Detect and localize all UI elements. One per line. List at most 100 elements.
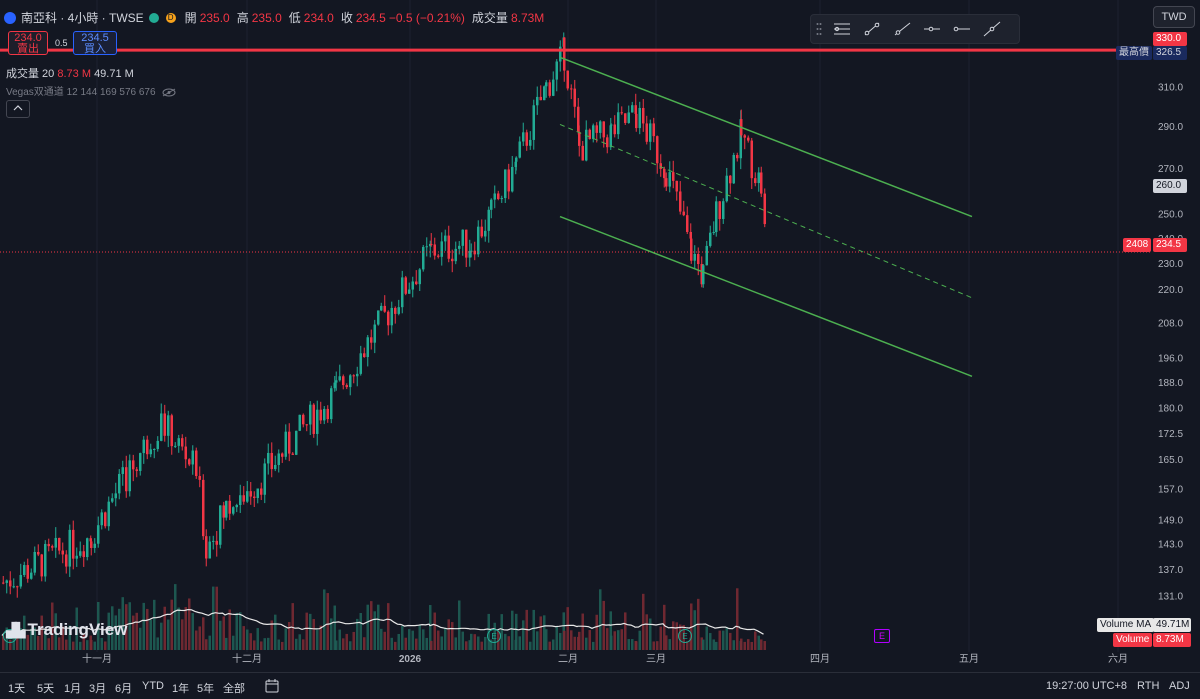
volume-bar <box>543 615 546 650</box>
volume-bars <box>1 584 766 650</box>
volume-bar <box>566 607 569 650</box>
volume-bar <box>659 626 662 650</box>
candle <box>342 376 345 386</box>
volume-bar <box>649 618 652 650</box>
candle <box>718 201 721 219</box>
candle <box>330 388 333 420</box>
candle <box>548 82 551 96</box>
date-range-icon[interactable] <box>264 678 280 694</box>
candle <box>170 415 173 447</box>
event-marker-earnings[interactable]: E <box>487 629 501 643</box>
range-ytd[interactable]: YTD <box>142 680 164 692</box>
volume-ma-value-tag: 49.71M <box>1153 618 1191 632</box>
candle <box>652 123 655 137</box>
currency-button[interactable]: TWD <box>1153 6 1195 28</box>
candle <box>536 96 539 106</box>
legend-collapse-button[interactable] <box>6 100 30 118</box>
volume-bar <box>253 640 256 650</box>
range-3m[interactable]: 3月 <box>89 683 107 695</box>
candle <box>461 229 464 246</box>
candle <box>693 253 696 261</box>
volume-bar <box>411 630 414 650</box>
horizontal-line-icon[interactable] <box>947 17 977 41</box>
candle <box>663 168 666 179</box>
volume-bar <box>529 641 532 650</box>
candle <box>709 232 712 246</box>
candle <box>40 554 43 577</box>
volume-bar <box>606 628 609 650</box>
trend-line-icon[interactable] <box>857 17 887 41</box>
volume-bar <box>709 633 712 650</box>
volume-bar <box>588 630 591 650</box>
range-1d[interactable]: 1天 <box>8 683 26 695</box>
sell-button[interactable]: 234.0 賣出 <box>8 31 48 55</box>
volume-bar <box>515 613 518 650</box>
volume-bar <box>447 619 450 650</box>
candle <box>181 438 184 447</box>
candle <box>468 250 471 258</box>
horizontal-ray-icon[interactable] <box>917 17 947 41</box>
event-marker-earnings[interactable]: E <box>678 629 692 643</box>
event-marker-earnings[interactable]: E <box>3 629 17 643</box>
volume-bar <box>9 639 12 650</box>
volume-bar <box>270 620 273 650</box>
candle <box>212 540 215 542</box>
candle <box>739 119 742 159</box>
vegas-legend[interactable]: Vegas双通道 12 144 169 576 676 <box>6 83 176 98</box>
range-all[interactable]: 全部 <box>223 683 245 695</box>
volume-bar <box>107 612 110 650</box>
x-tick-label: 五月 <box>959 653 979 665</box>
volume-bar <box>19 628 22 650</box>
candle <box>163 413 166 436</box>
volume-bar <box>228 609 231 650</box>
candle <box>750 140 753 179</box>
volume-bar <box>665 635 668 650</box>
range-1m[interactable]: 1月 <box>64 683 82 695</box>
candle <box>167 415 170 436</box>
candle <box>690 238 693 261</box>
volume-bar <box>624 612 627 650</box>
open-label: 開 <box>184 11 197 25</box>
volume-bar <box>451 622 454 650</box>
candle <box>689 231 692 239</box>
range-6m[interactable]: 6月 <box>115 683 133 695</box>
candle <box>490 199 493 210</box>
close-label: 收 <box>340 11 353 25</box>
drag-handle-icon[interactable] <box>811 17 827 41</box>
symbol-header: 南亞科 · 4小時 · TWSE D 開 235.0 高 235.0 低 234.0 … <box>4 9 544 26</box>
candle <box>256 488 259 498</box>
candle <box>588 129 591 139</box>
range-5d[interactable]: 5天 <box>37 683 55 695</box>
candle <box>312 404 315 434</box>
candle <box>700 264 703 285</box>
range-1y[interactable]: 1年 <box>172 683 190 695</box>
volume-bar <box>160 622 163 650</box>
horizontal-lines-icon[interactable] <box>827 17 857 41</box>
volume-bar <box>383 631 386 650</box>
candle <box>263 463 266 495</box>
event-marker-future[interactable]: E <box>874 629 890 643</box>
bottom-bar: 1天 5天 1月 3月 6月 YTD 1年 5年 全部 19:27:00 UTC… <box>0 672 1200 699</box>
candle <box>51 546 54 548</box>
eye-hidden-icon[interactable] <box>162 88 176 97</box>
session-toggle[interactable]: RTH <box>1137 680 1160 692</box>
symbol-title[interactable]: 南亞科 · 4小時 · TWSE <box>21 11 144 25</box>
timezone-display[interactable]: 19:27:00 UTC+8 <box>1046 680 1128 692</box>
volume-bar <box>473 634 476 650</box>
extended-line-icon[interactable] <box>977 17 1007 41</box>
candle <box>679 191 682 212</box>
candle <box>132 460 135 470</box>
adjust-toggle[interactable]: ADJ <box>1169 680 1190 692</box>
buy-button[interactable]: 234.5 買入 <box>73 31 117 55</box>
volume-legend[interactable]: 成交量 20 8.73 M 49.71 M <box>6 65 134 81</box>
candle <box>422 246 425 270</box>
range-5y[interactable]: 5年 <box>197 683 215 695</box>
volume-bar <box>23 615 26 650</box>
ray-line-icon[interactable] <box>887 17 917 41</box>
candle <box>125 467 128 492</box>
price-chart[interactable]: 330.0310.0290.0270.0250.0240.0230.0220.0… <box>0 0 1200 672</box>
volume-bar <box>638 630 641 650</box>
high-value: 235.0 <box>251 10 282 25</box>
x-tick-label: 四月 <box>810 653 830 665</box>
volume-bar <box>121 597 124 650</box>
